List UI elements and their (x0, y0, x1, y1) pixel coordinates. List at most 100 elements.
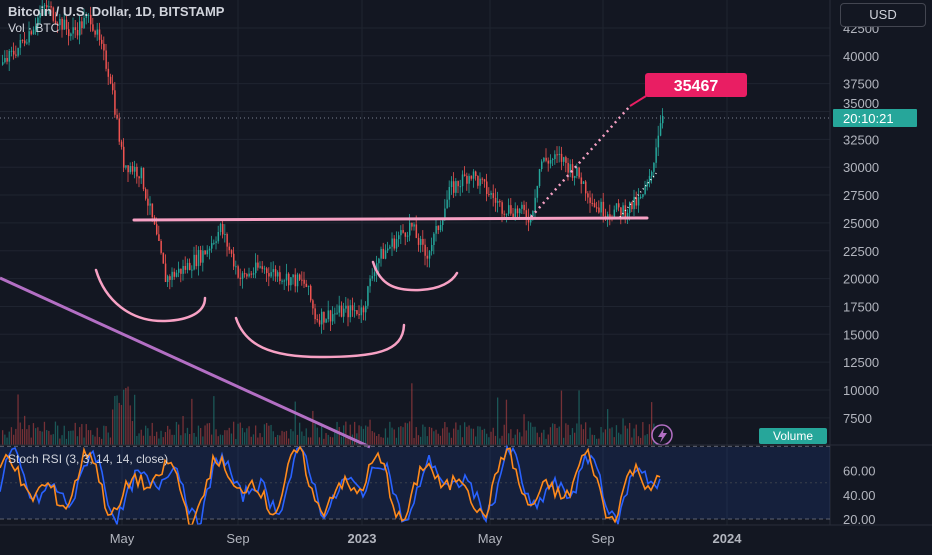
candle-body (151, 203, 154, 218)
candle-body (547, 160, 550, 164)
volume-bar (145, 425, 147, 445)
candle-body (376, 263, 378, 273)
volume-bar (384, 428, 387, 445)
candle-body (98, 29, 101, 40)
candle-body (466, 175, 468, 184)
candle-body (171, 271, 173, 280)
volume-bar (455, 422, 457, 445)
candle-body (657, 135, 660, 148)
volume-bar (651, 402, 653, 445)
volume-bar (193, 432, 195, 445)
volume-bar (226, 430, 228, 445)
candle-body (409, 222, 411, 236)
candle-body (94, 30, 96, 35)
callout-box (645, 73, 747, 97)
candle-body (35, 26, 37, 30)
volume-bar (81, 424, 83, 445)
candle-body (369, 278, 371, 287)
volume-bar (556, 428, 558, 445)
candle-body (17, 47, 19, 56)
candle-body (494, 197, 497, 203)
candle-body (477, 176, 479, 186)
candle-body (648, 175, 651, 183)
volume-bar (138, 433, 140, 445)
candle-body (340, 305, 343, 317)
volume-bar (466, 426, 468, 445)
candle-body (345, 305, 347, 309)
volume-bar (442, 428, 444, 445)
time-tick-label: Sep (226, 531, 249, 546)
candle-body (61, 18, 63, 30)
candle-body (620, 207, 622, 216)
volume-bar (142, 435, 145, 445)
candle-body (343, 308, 345, 317)
candle-body (662, 115, 664, 124)
candle-body (217, 231, 220, 242)
candle-body (435, 226, 437, 234)
volume-bar (318, 437, 321, 445)
candle-body (57, 23, 59, 26)
volume-bar (340, 436, 343, 445)
candle-body (200, 250, 202, 263)
candle-body (486, 181, 488, 194)
volume-bar (360, 426, 362, 445)
volume-bar (169, 429, 171, 445)
candle-body (303, 279, 305, 284)
candle-body (222, 224, 224, 235)
candle-body (602, 201, 605, 216)
candle-body (391, 238, 393, 247)
candle-body (283, 280, 286, 282)
volume-bar (74, 422, 76, 445)
candle-body (206, 250, 209, 255)
candle-body (554, 154, 556, 160)
volume-bar (228, 427, 230, 445)
volume-bar (424, 426, 426, 445)
volume-bar (567, 424, 569, 445)
candle-body (532, 210, 534, 217)
volume-bar (486, 433, 488, 445)
volume-bar (103, 425, 105, 445)
candle-body (596, 207, 598, 209)
candle-body (120, 141, 123, 147)
volume-bar (448, 432, 450, 445)
candle-body (384, 250, 387, 259)
volume-bar (250, 436, 252, 445)
volume-bar (105, 426, 107, 445)
volume-bar (411, 383, 413, 445)
volume-bar (127, 386, 129, 445)
symbol-title[interactable]: Bitcoin / U.S. Dollar, 1D, BITSTAMP (8, 4, 225, 19)
candle-body (310, 285, 312, 301)
volume-bar (274, 437, 277, 445)
volume-bar (151, 422, 153, 445)
candle-body (541, 161, 543, 170)
currency-button[interactable]: USD (840, 3, 926, 27)
volume-bar (371, 431, 373, 445)
candle-body (189, 262, 191, 271)
volume-bar (147, 428, 149, 445)
volume-bar (125, 388, 127, 445)
volume-bar (171, 434, 173, 445)
candle-body (327, 310, 330, 320)
candle-body (250, 273, 253, 275)
volume-bar (626, 428, 629, 445)
candle-body (235, 266, 237, 268)
candle-body (156, 224, 158, 235)
volume-bar (468, 425, 470, 445)
candle-body (402, 230, 404, 233)
volume-bar (545, 438, 547, 445)
volume-bar (362, 428, 365, 445)
candle-body (211, 243, 213, 249)
candle-body (48, 6, 50, 8)
support-line (132, 216, 649, 222)
stoch-d-line (0, 445, 661, 526)
candle-body (505, 213, 508, 215)
candle-body (76, 29, 79, 36)
candle-body (437, 226, 440, 231)
volume-bar (13, 434, 15, 445)
candle-body (349, 305, 352, 318)
candle-body (268, 273, 270, 277)
volume-bar (140, 429, 142, 445)
volume-bar (615, 425, 618, 445)
